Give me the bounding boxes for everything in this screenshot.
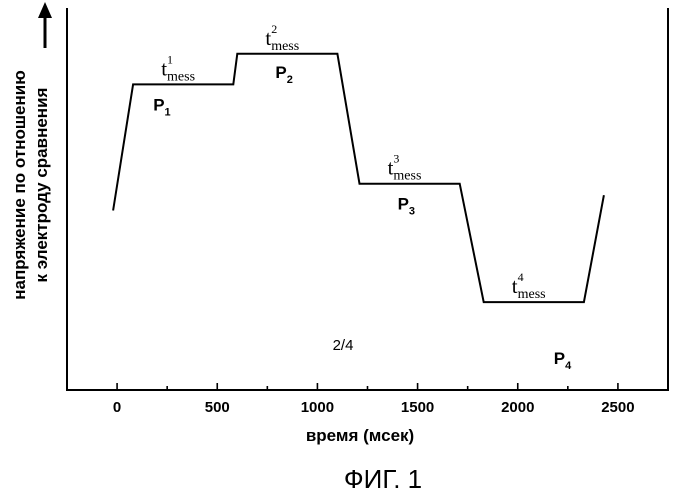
x-ticks: 0 500 1000 1500 2000 2500 <box>113 383 635 416</box>
axis-frame <box>67 8 668 390</box>
x-tick-label-1500: 1500 <box>401 399 434 416</box>
x-tick-label-500: 500 <box>205 399 230 416</box>
t-mess-label-3: t3mess <box>388 152 422 184</box>
figure-caption: ФИГ. 1 <box>344 464 422 494</box>
x-axis-label: время (мсек) <box>306 426 414 445</box>
plateau-label-p2: P2 <box>275 63 292 86</box>
x-tick-label-0: 0 <box>113 399 121 416</box>
series-line <box>113 54 604 302</box>
plateau-label-p4: P4 <box>554 349 572 372</box>
t-mess-label-2: t2mess <box>265 22 299 54</box>
plateau-label-p3: P3 <box>398 195 415 218</box>
t-mess-label-4: t4mess <box>512 270 546 302</box>
page-label: 2/4 <box>333 337 354 354</box>
plateau-annotations: t1mess P1 t2mess P2 t3mess P3 t4mess P4 <box>153 22 572 372</box>
x-tick-label-2000: 2000 <box>501 399 534 416</box>
plateau-label-p1: P1 <box>153 95 170 118</box>
y-axis-arrow <box>38 2 52 48</box>
x-tick-label-1000: 1000 <box>301 399 334 416</box>
y-axis-label-line-1: напряжение по отношению <box>10 70 29 299</box>
x-tick-label-2500: 2500 <box>601 399 634 416</box>
y-axis-label-line-2: к электроду сравнения <box>32 88 51 283</box>
t-mess-label-1: t1mess <box>161 52 195 84</box>
